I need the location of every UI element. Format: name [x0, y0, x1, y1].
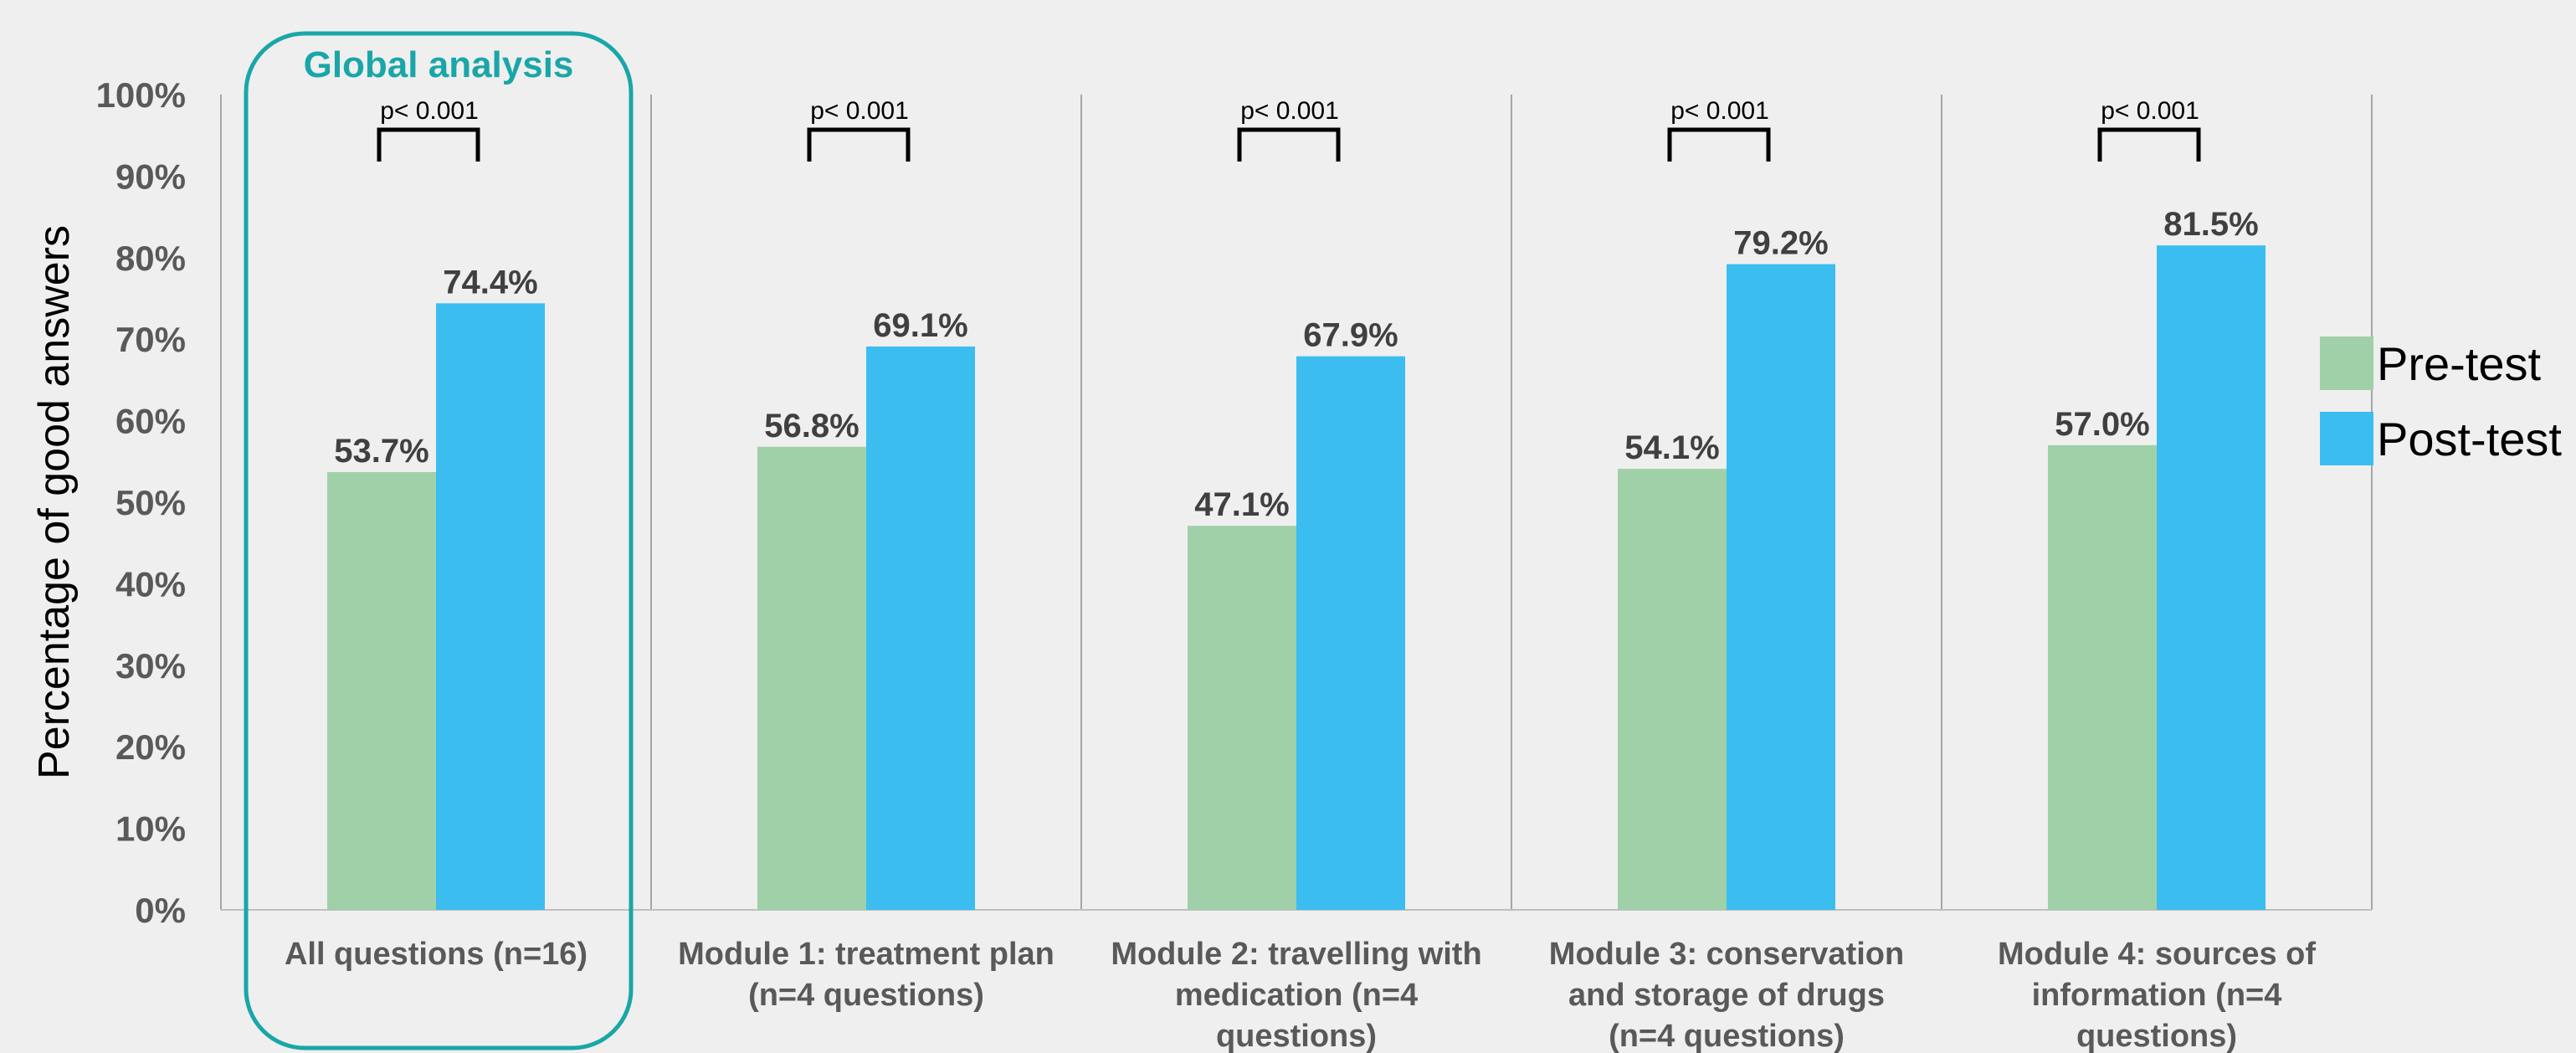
post-test-bar: [436, 303, 545, 910]
post-test-bar: [1296, 356, 1405, 910]
post-test-bar: [866, 346, 975, 910]
significance-bracket: [2097, 127, 2201, 162]
y-tick-label: 100%: [96, 75, 186, 115]
p-value-label: p< 0.001: [2101, 97, 2199, 125]
y-tick-label: 80%: [115, 239, 186, 278]
category-label: Module 4: sources of: [1998, 937, 2316, 972]
post-test-data-label: 74.4%: [443, 264, 537, 300]
category-label: and storage of drugs: [1568, 978, 1885, 1013]
category-label: Module 1: treatment plan: [678, 937, 1055, 972]
post-test-data-label: 81.5%: [2163, 206, 2258, 243]
pre-test-legend-swatch: [2320, 336, 2373, 390]
category-label: All questions (n=16): [285, 937, 588, 972]
category-label: information (n=4: [2032, 978, 2282, 1013]
post-test-data-label: 69.1%: [873, 307, 967, 344]
highlight-box: [244, 31, 634, 1050]
y-tick-label: 50%: [115, 483, 186, 522]
category-label: (n=4 questions): [1609, 1019, 1845, 1053]
y-tick-label: 70%: [115, 320, 186, 359]
pre-test-data-label: 54.1%: [1624, 429, 1719, 466]
p-value-label: p< 0.001: [380, 97, 479, 125]
y-tick-label: 90%: [115, 157, 186, 196]
y-tick-label: 60%: [115, 402, 186, 441]
significance-bracket: [1667, 127, 1771, 162]
pre-test-data-label: 56.8%: [764, 408, 859, 444]
highlight-title: Global analysis: [304, 44, 574, 85]
pre-test-bar: [1188, 526, 1296, 910]
p-value-label: p< 0.001: [1670, 97, 1769, 125]
post-test-legend-swatch: [2320, 412, 2373, 465]
significance-bracket: [1237, 127, 1341, 162]
category-label: Module 2: travelling with: [1111, 937, 1481, 972]
category-label: medication (n=4: [1175, 978, 1418, 1013]
category-label: questions): [1216, 1019, 1377, 1053]
pre-test-bar: [327, 471, 436, 910]
y-tick-label: 20%: [115, 727, 186, 767]
post-test-data-label: 67.9%: [1303, 317, 1398, 354]
category-label: questions): [2076, 1019, 2237, 1053]
y-axis-label: Percentage of good answers: [30, 225, 79, 779]
post-test-data-label: 79.2%: [1733, 225, 1828, 262]
significance-bracket: [377, 127, 480, 162]
pre-test-bar: [2048, 444, 2157, 910]
p-value-label: p< 0.001: [810, 97, 909, 125]
pre-test-data-label: 47.1%: [1194, 486, 1289, 523]
y-tick-label: 40%: [115, 564, 186, 604]
y-tick-label: 0%: [135, 891, 186, 930]
pre-test-data-label: 57.0%: [2055, 406, 2149, 443]
pre-test-bar: [757, 446, 866, 910]
category-label: Module 3: conservation: [1549, 937, 1904, 972]
post-test-bar: [2157, 245, 2266, 910]
pre-test-bar: [1618, 469, 1727, 910]
significance-bracket: [807, 127, 911, 162]
y-tick-label: 30%: [115, 646, 186, 686]
y-tick-label: 10%: [115, 809, 186, 849]
pre-test-data-label: 53.7%: [334, 433, 428, 470]
category-label: (n=4 questions): [748, 978, 984, 1013]
pre-test-legend-label: Pre-test: [2377, 337, 2541, 390]
post-test-legend-label: Post-test: [2377, 413, 2562, 465]
p-value-label: p< 0.001: [1240, 97, 1339, 125]
post-test-bar: [1727, 264, 1835, 910]
